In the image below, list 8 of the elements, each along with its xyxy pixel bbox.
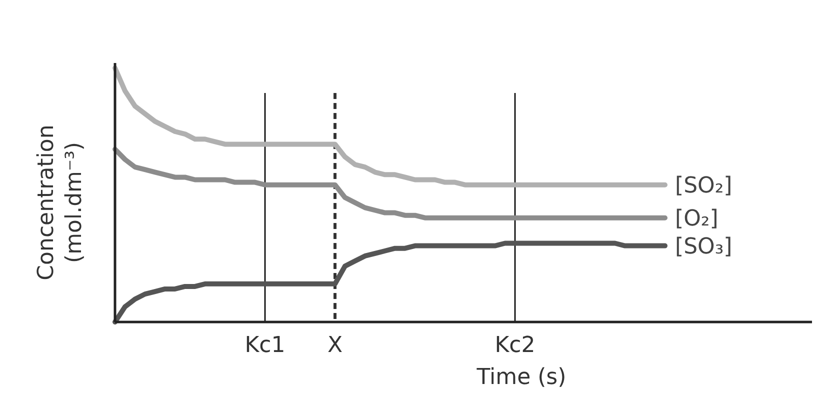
x-axis-title: Time (s) (476, 365, 566, 390)
x-tick-label: Kc1 (244, 333, 286, 358)
series-label: [SO₃] (675, 234, 732, 260)
x-tick-label: Kc2 (494, 333, 536, 358)
series-label: [O₂] (675, 206, 718, 232)
series-label: [SO₂] (675, 174, 732, 199)
x-tick-label: X (327, 333, 343, 358)
y-axis-title: Concentration (mol.dm⁻³) (34, 124, 87, 280)
